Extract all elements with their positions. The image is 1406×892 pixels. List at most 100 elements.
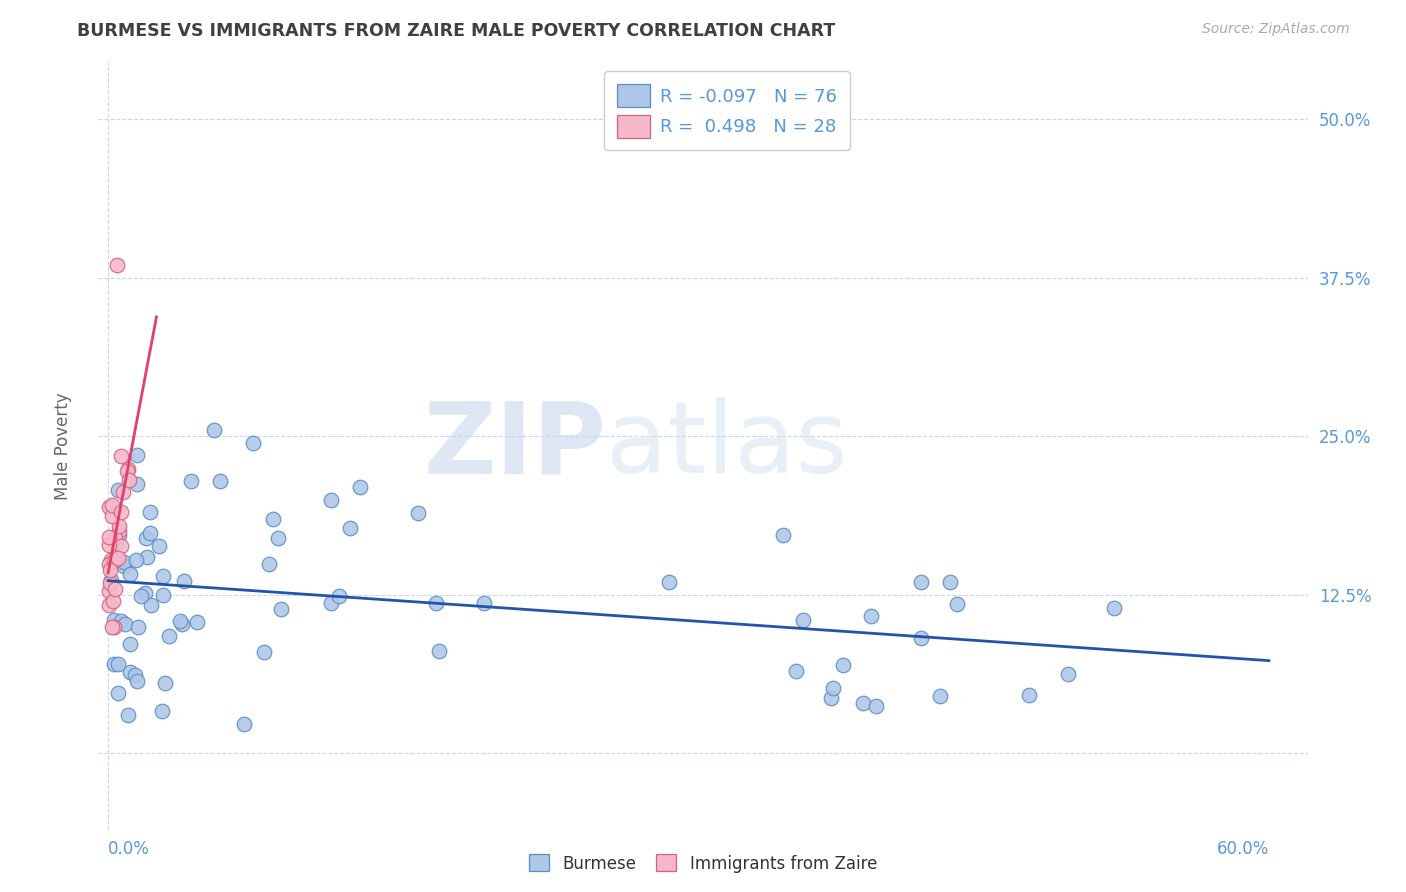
Point bbox=[938, 575, 960, 590]
Point bbox=[107, 483, 129, 497]
Point bbox=[253, 645, 276, 659]
Point bbox=[112, 555, 135, 569]
Point bbox=[98, 530, 121, 544]
Point bbox=[232, 717, 254, 731]
Point bbox=[98, 563, 121, 577]
Point bbox=[946, 597, 969, 611]
Point bbox=[100, 573, 122, 587]
Point bbox=[152, 588, 174, 602]
Point bbox=[105, 258, 128, 272]
Text: BURMESE VS IMMIGRANTS FROM ZAIRE MALE POVERTY CORRELATION CHART: BURMESE VS IMMIGRANTS FROM ZAIRE MALE PO… bbox=[77, 22, 835, 40]
Point bbox=[1057, 667, 1080, 681]
Legend: Burmese, Immigrants from Zaire: Burmese, Immigrants from Zaire bbox=[522, 847, 884, 880]
Point bbox=[328, 589, 350, 603]
Point bbox=[270, 602, 292, 616]
Point bbox=[100, 553, 122, 567]
Point bbox=[101, 594, 124, 608]
Point bbox=[153, 675, 176, 690]
Point bbox=[110, 450, 132, 464]
Point bbox=[127, 620, 149, 634]
Text: ZIP: ZIP bbox=[423, 398, 606, 494]
Point bbox=[125, 553, 148, 567]
Point bbox=[110, 614, 132, 628]
Point bbox=[101, 509, 124, 524]
Point bbox=[108, 519, 131, 533]
Point bbox=[114, 558, 136, 573]
Point bbox=[474, 596, 496, 610]
Point bbox=[910, 575, 932, 590]
Point bbox=[929, 690, 952, 704]
Point bbox=[658, 575, 681, 590]
Point bbox=[125, 448, 148, 462]
Point bbox=[349, 480, 371, 494]
Point bbox=[98, 538, 121, 552]
Point bbox=[98, 575, 121, 590]
Point bbox=[148, 539, 170, 553]
Point bbox=[139, 598, 162, 612]
Point bbox=[180, 474, 202, 488]
Point bbox=[772, 528, 794, 542]
Point bbox=[136, 550, 159, 565]
Point bbox=[120, 637, 142, 651]
Point bbox=[157, 629, 180, 643]
Point bbox=[138, 525, 160, 540]
Point bbox=[339, 521, 361, 535]
Point bbox=[820, 690, 842, 705]
Point bbox=[319, 492, 342, 507]
Point bbox=[860, 609, 883, 624]
Point bbox=[117, 708, 139, 723]
Point bbox=[107, 657, 129, 671]
Point bbox=[104, 582, 127, 596]
Point bbox=[101, 620, 124, 634]
Point bbox=[209, 474, 232, 488]
Point bbox=[104, 531, 127, 545]
Text: atlas: atlas bbox=[606, 398, 848, 494]
Point bbox=[103, 657, 125, 671]
Point bbox=[120, 566, 142, 581]
Point bbox=[104, 536, 127, 550]
Point bbox=[321, 596, 343, 610]
Point bbox=[173, 574, 195, 589]
Point bbox=[124, 668, 146, 682]
Point bbox=[101, 498, 124, 512]
Point bbox=[406, 506, 429, 520]
Point bbox=[125, 673, 148, 688]
Point bbox=[170, 617, 193, 632]
Text: Source: ZipAtlas.com: Source: ZipAtlas.com bbox=[1202, 22, 1350, 37]
Point bbox=[1018, 688, 1040, 702]
Point bbox=[117, 462, 139, 476]
Point bbox=[852, 696, 875, 710]
Point bbox=[150, 704, 173, 718]
Point bbox=[823, 681, 845, 695]
Point bbox=[266, 531, 288, 545]
Point bbox=[785, 664, 807, 678]
Point bbox=[429, 644, 451, 658]
Text: 0.0%: 0.0% bbox=[108, 839, 150, 858]
Point bbox=[139, 505, 162, 519]
Point bbox=[108, 524, 131, 539]
Point bbox=[107, 551, 129, 566]
Point bbox=[120, 665, 142, 679]
Point bbox=[110, 505, 132, 519]
Point bbox=[110, 539, 132, 553]
Point bbox=[134, 586, 156, 600]
Point bbox=[118, 473, 141, 487]
Point bbox=[115, 464, 138, 478]
Point bbox=[865, 699, 887, 714]
Legend: R = -0.097   N = 76, R =  0.498   N = 28: R = -0.097 N = 76, R = 0.498 N = 28 bbox=[605, 71, 849, 151]
Point bbox=[98, 557, 121, 571]
Point bbox=[186, 615, 208, 629]
Point bbox=[262, 512, 284, 526]
Point bbox=[242, 435, 264, 450]
Text: 60.0%: 60.0% bbox=[1216, 839, 1268, 858]
Point bbox=[832, 657, 855, 672]
Point bbox=[114, 616, 136, 631]
Point bbox=[425, 596, 447, 610]
Point bbox=[103, 554, 125, 568]
Point bbox=[107, 686, 129, 700]
Point bbox=[98, 584, 121, 599]
Point bbox=[152, 569, 174, 583]
Point bbox=[792, 613, 814, 627]
Point bbox=[103, 613, 125, 627]
Point bbox=[98, 599, 121, 613]
